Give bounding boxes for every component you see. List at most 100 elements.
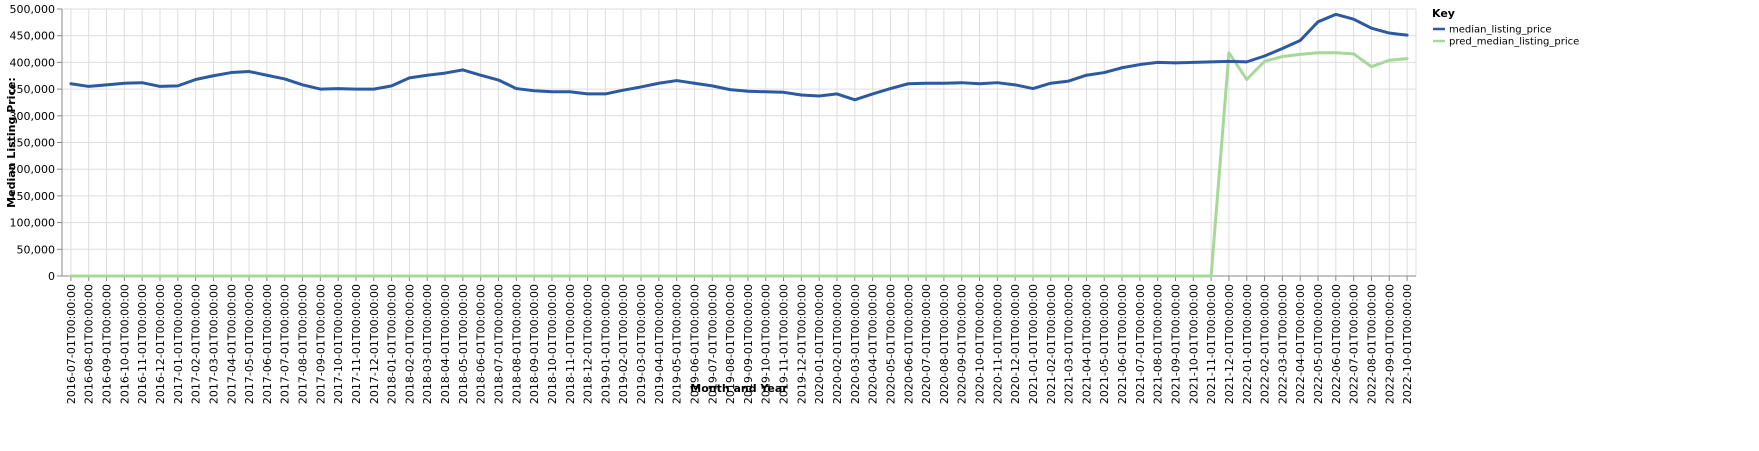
x-tick-label: 2019-04-01T00:00:00 — [653, 284, 666, 404]
x-tick-label: 2022-08-01T00:00:00 — [1365, 284, 1378, 404]
legend: Key median_listing_pricepred_median_listi… — [1432, 7, 1579, 48]
x-tick-label: 2019-05-01T00:00:00 — [671, 284, 684, 404]
x-tick-label: 2022-06-01T00:00:00 — [1330, 284, 1343, 404]
grid-lines — [62, 8, 1417, 277]
x-tick-label: 2016-10-01T00:00:00 — [118, 284, 131, 404]
x-tick-label: 2019-09-01T00:00:00 — [742, 284, 755, 404]
x-tick-label: 2016-07-01T00:00:00 — [65, 284, 78, 404]
x-tick-label: 2021-07-01T00:00:00 — [1134, 284, 1147, 404]
y-tick-label: 100,000 — [10, 217, 56, 230]
x-tick-label: 2020-12-01T00:00:00 — [1009, 284, 1022, 404]
y-axis-title: Median Listing Price: — [5, 77, 18, 208]
x-tick-label: 2021-11-01T00:00:00 — [1205, 284, 1218, 404]
x-tick-label: 2019-11-01T00:00:00 — [778, 284, 791, 404]
series-line-pred-median-listing-price — [69, 51, 1409, 278]
x-tick-label: 2021-04-01T00:00:00 — [1080, 284, 1093, 404]
y-tick-label: 300,000 — [10, 110, 56, 123]
x-tick-label: 2020-03-01T00:00:00 — [849, 284, 862, 404]
x-tick-label: 2017-09-01T00:00:00 — [314, 284, 327, 404]
x-tick-label: 2018-11-01T00:00:00 — [564, 284, 577, 404]
x-tick-label: 2020-11-01T00:00:00 — [991, 284, 1004, 404]
x-tick-label: 2019-08-01T00:00:00 — [724, 284, 737, 404]
x-tick-label: 2017-11-01T00:00:00 — [350, 284, 363, 404]
x-tick-label: 2021-03-01T00:00:00 — [1063, 284, 1076, 404]
x-tick-label: 2018-06-01T00:00:00 — [475, 284, 488, 404]
x-tick-label: 2022-04-01T00:00:00 — [1294, 284, 1307, 404]
x-tick-label: 2021-08-01T00:00:00 — [1152, 284, 1165, 404]
legend-title: Key — [1432, 7, 1455, 20]
axes: 0 50,000 100,000 150,000 200,000 250,000 300,0… — [10, 3, 1416, 404]
x-tick-label: 2019-12-01T00:00:00 — [795, 284, 808, 404]
x-tick-label: 2022-01-01T00:00:00 — [1241, 284, 1254, 404]
x-tick-label: 2017-07-01T00:00:00 — [279, 284, 292, 404]
x-tick-label: 2017-08-01T00:00:00 — [297, 284, 310, 404]
y-tick-label: 200,000 — [10, 163, 56, 176]
x-tick-label: 2017-10-01T00:00:00 — [332, 284, 345, 404]
x-tick-label: 2019-01-01T00:00:00 — [599, 284, 612, 404]
x-tick-label: 2018-02-01T00:00:00 — [403, 284, 416, 404]
x-tick-label: 2022-05-01T00:00:00 — [1312, 284, 1325, 404]
x-tick-label: 2016-08-01T00:00:00 — [83, 284, 96, 404]
x-tick-label: 2018-04-01T00:00:00 — [439, 284, 452, 404]
x-tick-label: 2022-03-01T00:00:00 — [1276, 284, 1289, 404]
x-tick-label: 2020-01-01T00:00:00 — [813, 284, 826, 404]
x-tick-label: 2017-05-01T00:00:00 — [243, 284, 256, 404]
series-lines — [69, 12, 1409, 278]
x-tick-label: 2020-05-01T00:00:00 — [884, 284, 897, 404]
x-tick-label: 2018-12-01T00:00:00 — [582, 284, 595, 404]
x-tick-label: 2019-02-01T00:00:00 — [617, 284, 630, 404]
x-tick-label: 2017-12-01T00:00:00 — [368, 284, 381, 404]
x-tick-label: 2019-03-01T00:00:00 — [635, 284, 648, 404]
x-tick-label: 2018-07-01T00:00:00 — [492, 284, 505, 404]
x-tick-label: 2017-04-01T00:00:00 — [225, 284, 238, 404]
x-tick-label: 2018-05-01T00:00:00 — [457, 284, 470, 404]
x-tick-label: 2019-06-01T00:00:00 — [688, 284, 701, 404]
series-line-median-listing-price — [69, 12, 1409, 102]
x-tick-label: 2019-10-01T00:00:00 — [760, 284, 773, 404]
x-tick-label: 2021-12-01T00:00:00 — [1223, 284, 1236, 404]
x-tick-label: 2020-04-01T00:00:00 — [867, 284, 880, 404]
x-tick-label: 2020-02-01T00:00:00 — [831, 284, 844, 404]
x-tick-label: 2019-07-01T00:00:00 — [706, 284, 719, 404]
x-tick-label: 2022-02-01T00:00:00 — [1259, 284, 1272, 404]
x-tick-label: 2018-01-01T00:00:00 — [386, 284, 399, 404]
x-tick-label: 2021-02-01T00:00:00 — [1045, 284, 1058, 404]
x-tick-label: 2022-09-01T00:00:00 — [1383, 284, 1396, 404]
x-tick-label: 2021-06-01T00:00:00 — [1116, 284, 1129, 404]
x-tick-label: 2021-01-01T00:00:00 — [1027, 284, 1040, 404]
y-tick-label: 500,000 — [10, 3, 56, 16]
x-tick-label: 2017-06-01T00:00:00 — [261, 284, 274, 404]
x-tick-label: 2020-07-01T00:00:00 — [920, 284, 933, 404]
x-tick-label: 2016-12-01T00:00:00 — [154, 284, 167, 404]
x-tick-label: 2021-05-01T00:00:00 — [1098, 284, 1111, 404]
legend-label: median_listing_price — [1449, 25, 1552, 36]
x-tick-label: 2020-06-01T00:00:00 — [902, 284, 915, 404]
x-tick-label: 2020-09-01T00:00:00 — [956, 284, 969, 404]
x-tick-label: 2021-09-01T00:00:00 — [1169, 284, 1182, 404]
x-tick-label: 2018-09-01T00:00:00 — [528, 284, 541, 404]
x-axis-title: Month and Year — [690, 382, 788, 395]
x-tick-label: 2020-10-01T00:00:00 — [974, 284, 987, 404]
x-tick-label: 2017-02-01T00:00:00 — [190, 284, 203, 404]
x-tick-label: 2017-01-01T00:00:00 — [172, 284, 185, 404]
y-tick-label: 50,000 — [17, 243, 56, 256]
x-tick-label: 2022-07-01T00:00:00 — [1348, 284, 1361, 404]
y-tick-label: 0 — [48, 270, 55, 283]
y-tick-label: 450,000 — [10, 30, 56, 43]
x-tick-label: 2017-03-01T00:00:00 — [207, 284, 220, 404]
y-tick-label: 350,000 — [10, 83, 56, 96]
x-tick-label: 2016-11-01T00:00:00 — [136, 284, 149, 404]
x-tick-label: 2018-10-01T00:00:00 — [546, 284, 559, 404]
y-tick-label: 400,000 — [10, 56, 56, 69]
legend-label: pred_median_listing_price — [1449, 37, 1579, 48]
y-tick-label: 150,000 — [10, 190, 56, 203]
x-tick-label: 2020-08-01T00:00:00 — [938, 284, 951, 404]
y-tick-label: 250,000 — [10, 137, 56, 150]
x-tick-label: 2022-10-01T00:00:00 — [1401, 284, 1414, 404]
x-tick-label: 2018-08-01T00:00:00 — [510, 284, 523, 404]
x-tick-label: 2021-10-01T00:00:00 — [1187, 284, 1200, 404]
x-tick-label: 2016-09-01T00:00:00 — [101, 284, 114, 404]
x-tick-label: 2018-03-01T00:00:00 — [421, 284, 434, 404]
